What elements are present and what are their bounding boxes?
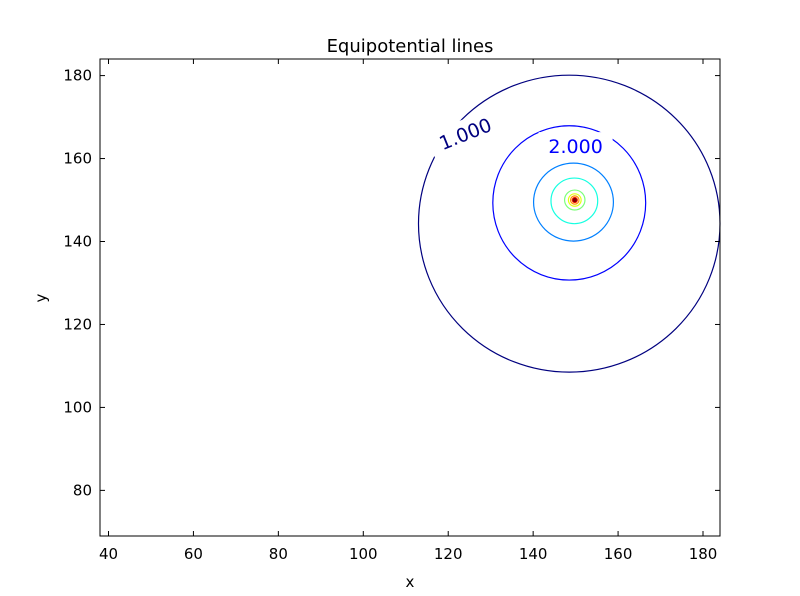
chart-title: Equipotential lines [327,36,494,57]
y-axis-label: y [32,293,50,302]
x-tick-label: 60 [184,545,203,563]
contour-label-group-1: 1.000 [425,106,505,161]
y-tick-label: 180 [63,67,92,85]
y-tick-label: 160 [63,150,92,168]
charge-point [572,197,577,203]
contour-label-group-2: 2.000 [538,132,613,161]
contour-label-2: 2.000 [548,136,602,158]
contour-line-level-5 [563,189,586,211]
contour-line-level-7 [569,195,580,205]
contour-line-level-8 [571,196,578,204]
x-tick-label: 140 [519,545,548,563]
plot-area: 1.000 2.000 [417,74,721,373]
y-tick-label: 120 [63,315,92,333]
x-axis-label: x [406,573,415,591]
x-tick-label: 180 [689,545,718,563]
contour-line-level-6 [567,193,582,207]
y-tick-label: 100 [63,398,92,416]
contour-label-gap [538,132,613,161]
contour-line-level-2 [492,125,647,281]
x-tick-label: 40 [99,545,118,563]
contour-line-level-4 [550,177,599,225]
y-tick-label: 140 [63,233,92,251]
axis-ticks: 40 60 80 100 120 140 160 180 80 100 120 140 160 180 [63,59,720,563]
contour-label-gap [425,106,505,161]
y-tick-label: 80 [73,481,92,499]
contour-line-level-3 [532,162,615,242]
x-tick-label: 160 [604,545,633,563]
x-tick-label: 100 [349,545,378,563]
x-tick-label: 120 [434,545,463,563]
plot-frame [99,58,721,537]
x-tick-label: 80 [269,545,288,563]
